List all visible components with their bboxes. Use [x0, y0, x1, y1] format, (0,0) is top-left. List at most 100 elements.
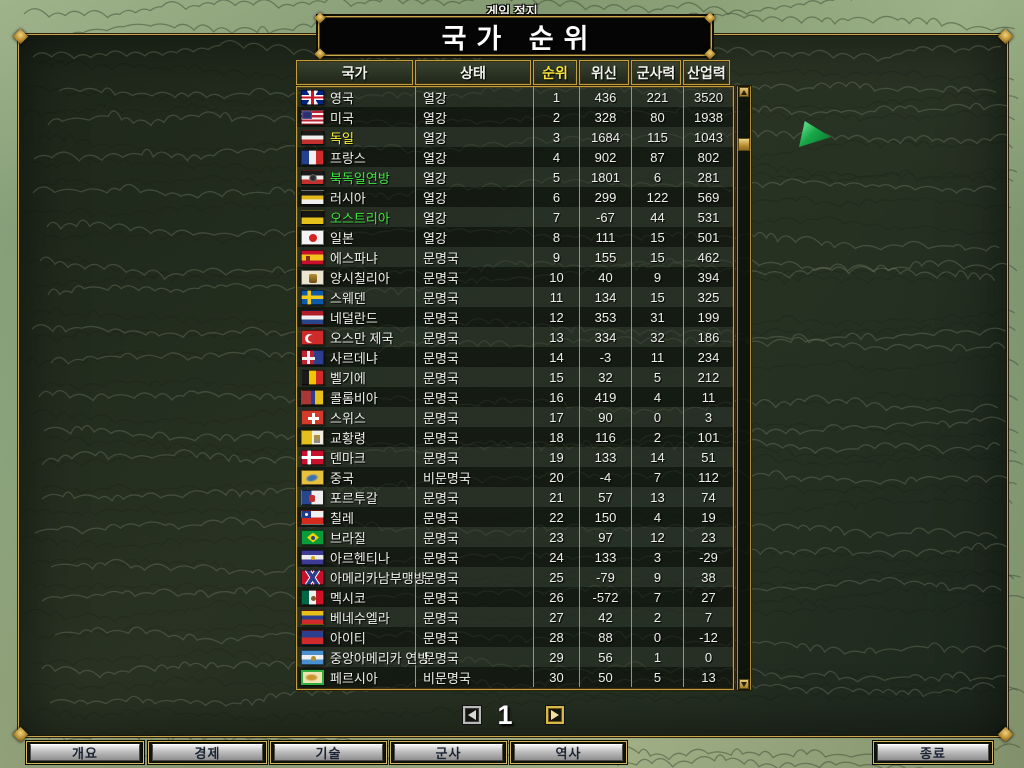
table-row[interactable]: 미국 열강 2 328 80 1938 — [297, 107, 733, 127]
tab-technology[interactable]: 기술 — [270, 741, 387, 764]
scrollbar-down-button[interactable] — [739, 679, 749, 689]
prestige-cell: 32 — [580, 367, 632, 387]
down-arrow-icon — [741, 681, 747, 687]
table-row[interactable]: 브라질 문명국 23 97 12 23 — [297, 527, 733, 547]
prestige-cell: -3 — [580, 347, 632, 367]
country-name: 오스트리아 — [330, 210, 390, 226]
flag-be-icon — [301, 369, 324, 385]
next-page-button[interactable] — [546, 706, 564, 724]
column-header-military[interactable]: 군사력 — [631, 60, 681, 85]
rank-cell: 3 — [534, 127, 580, 147]
rank-cell: 21 — [534, 487, 580, 507]
prestige-cell: 353 — [580, 307, 632, 327]
table-row[interactable]: 독일 열강 3 1684 115 1043 — [297, 127, 733, 147]
industry-cell: 234 — [697, 349, 720, 365]
status-cell: 열강 — [416, 87, 534, 107]
table-row[interactable]: 오스트리아 열강 7 -67 44 531 — [297, 207, 733, 227]
table-row[interactable]: 북독일연방 열강 5 1801 6 281 — [297, 167, 733, 187]
military-cell: 3 — [632, 547, 684, 567]
military-cell: 15 — [632, 247, 684, 267]
table-row[interactable]: 아르헨티나 문명국 24 133 3 -29 — [297, 547, 733, 567]
up-arrow-icon — [741, 89, 747, 95]
military-cell: 32 — [632, 327, 684, 347]
table-row[interactable]: 영국 열강 1 436 221 3520 — [297, 87, 733, 107]
industry-cell: 199 — [697, 309, 720, 325]
flag-cl-icon — [301, 509, 324, 525]
country-cell: 네덜란드 — [297, 307, 416, 327]
country-cell: 교황령 — [297, 427, 416, 447]
status-cell: 열강 — [416, 207, 534, 227]
flag-ngf-icon — [301, 169, 324, 185]
status-cell: 문명국 — [416, 627, 534, 647]
table-row[interactable]: 칠레 문명국 22 150 4 19 — [297, 507, 733, 527]
country-name: 아르헨티나 — [330, 550, 390, 566]
table-row[interactable]: 중앙아메리카 연방 문명국 29 56 1 0 — [297, 647, 733, 667]
country-name: 아이티 — [330, 630, 366, 646]
flag-cam-icon — [301, 649, 324, 665]
table-row[interactable]: 아메리카남부맹방 문명국 25 -79 9 38 — [297, 567, 733, 587]
table-row[interactable]: 멕시코 문명국 26 -572 7 27 — [297, 587, 733, 607]
table-row[interactable]: 프랑스 열강 4 902 87 802 — [297, 147, 733, 167]
country-cell: 아르헨티나 — [297, 547, 416, 567]
tab-military[interactable]: 군사 — [390, 741, 507, 764]
table-row[interactable]: 양시칠리아 문명국 10 40 9 394 — [297, 267, 733, 287]
country-name: 페르시아 — [330, 670, 378, 686]
exit-button[interactable]: 종료 — [873, 741, 993, 764]
industry-cell: 74 — [701, 489, 716, 505]
industry-cell: 802 — [697, 149, 720, 165]
table-row[interactable]: 스웨덴 문명국 11 134 15 325 — [297, 287, 733, 307]
rank-cell: 24 — [534, 547, 580, 567]
flag-ch-icon — [301, 409, 324, 425]
prev-page-button[interactable] — [463, 706, 481, 724]
industry-cell: 101 — [697, 429, 720, 445]
game-paused-label: 게임 정지 — [486, 4, 538, 19]
rankings-table-body: 영국 열강 1 436 221 3520 미국 열강 2 328 80 1938 독일 열강 3 1684 11… — [296, 86, 734, 690]
industry-cell: 7 — [704, 609, 713, 625]
table-row[interactable]: 오스만 제국 문명국 13 334 32 186 — [297, 327, 733, 347]
table-row[interactable]: 콜롬비아 문명국 16 419 4 11 — [297, 387, 733, 407]
prestige-cell: 50 — [580, 667, 632, 687]
country-cell: 칠레 — [297, 507, 416, 527]
industry-cell: 501 — [697, 229, 720, 245]
column-header-prestige[interactable]: 위신 — [579, 60, 629, 85]
scrollbar-thumb[interactable] — [738, 138, 750, 151]
status-cell: 열강 — [416, 167, 534, 187]
column-header-rank[interactable]: 순위 — [533, 60, 577, 85]
table-row[interactable]: 러시아 열강 6 299 122 569 — [297, 187, 733, 207]
column-header-industry[interactable]: 산업력 — [683, 60, 730, 85]
table-row[interactable]: 네덜란드 문명국 12 353 31 199 — [297, 307, 733, 327]
scrollbar-up-button[interactable] — [739, 87, 749, 97]
industry-cell: 531 — [697, 209, 720, 225]
flag-jp-icon — [301, 229, 324, 245]
table-scrollbar[interactable] — [737, 86, 751, 690]
table-row[interactable]: 포르투갈 문명국 21 57 13 74 — [297, 487, 733, 507]
military-cell: 31 — [632, 307, 684, 327]
tab-overview[interactable]: 개요 — [26, 741, 144, 764]
tab-economy[interactable]: 경제 — [148, 741, 267, 764]
industry-cell: 13 — [701, 669, 716, 685]
table-row[interactable]: 덴마크 문명국 19 133 14 51 — [297, 447, 733, 467]
table-row[interactable]: 일본 열강 8 111 15 501 — [297, 227, 733, 247]
country-name: 오스만 제국 — [330, 330, 394, 346]
rank-cell: 22 — [534, 507, 580, 527]
column-header-country[interactable]: 국가 — [296, 60, 413, 85]
table-row[interactable]: 교황령 문명국 18 116 2 101 — [297, 427, 733, 447]
status-cell: 문명국 — [416, 447, 534, 467]
table-row[interactable]: 벨기에 문명국 15 32 5 212 — [297, 367, 733, 387]
table-row[interactable]: 에스파냐 문명국 9 155 15 462 — [297, 247, 733, 267]
table-row[interactable]: 사르데냐 문명국 14 -3 11 234 — [297, 347, 733, 367]
tab-economy-label: 경제 — [152, 744, 263, 761]
table-row[interactable]: 페르시아 비문명국 30 50 5 13 — [297, 667, 733, 687]
industry-cell: 569 — [697, 189, 720, 205]
panel-corner-ornament — [12, 726, 29, 743]
table-row[interactable]: 스위스 문명국 17 90 0 3 — [297, 407, 733, 427]
flag-tr-icon — [301, 329, 324, 345]
table-row[interactable]: 베네수엘라 문명국 27 42 2 7 — [297, 607, 733, 627]
prestige-cell: 436 — [580, 87, 632, 107]
table-row[interactable]: 아이티 문명국 28 88 0 -12 — [297, 627, 733, 647]
country-name: 러시아 — [330, 190, 366, 206]
military-cell: 7 — [632, 587, 684, 607]
tab-history[interactable]: 역사 — [510, 741, 627, 764]
column-header-status[interactable]: 상태 — [415, 60, 531, 85]
table-row[interactable]: 중국 비문명국 20 -4 7 112 — [297, 467, 733, 487]
